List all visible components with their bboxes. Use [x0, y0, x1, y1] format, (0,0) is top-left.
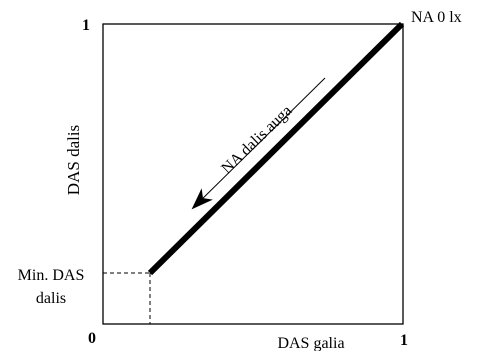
- main-diagonal-line: [147, 21, 405, 276]
- y-max-label: 1: [82, 17, 90, 34]
- endpoint-label: NA 0 lx: [411, 9, 462, 26]
- x-max-label: 1: [400, 332, 408, 349]
- direction-arrow: [191, 77, 326, 210]
- plot-frame: [102, 23, 404, 325]
- y-axis-label: DAS dalis: [64, 125, 83, 195]
- x-axis-label: DAS galia: [277, 335, 344, 351]
- min-label-line2: dalis: [36, 290, 66, 307]
- origin-label: 0: [88, 330, 96, 347]
- min-label-line1: Min. DAS: [18, 267, 85, 284]
